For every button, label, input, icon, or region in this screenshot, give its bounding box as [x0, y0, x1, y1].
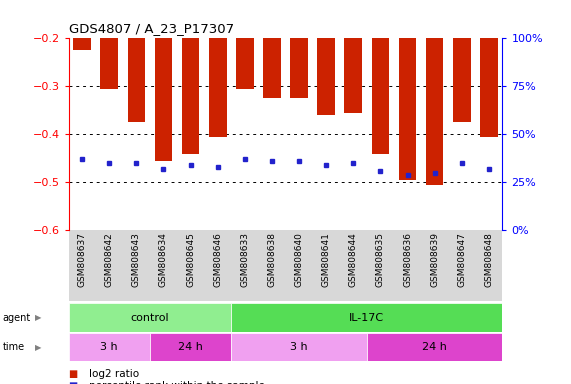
Bar — [290, 38, 308, 98]
Text: GDS4807 / A_23_P17307: GDS4807 / A_23_P17307 — [69, 22, 234, 35]
Bar — [372, 38, 389, 154]
Bar — [127, 38, 145, 122]
Bar — [69, 333, 150, 361]
Bar — [367, 333, 502, 361]
Bar — [426, 38, 444, 185]
Bar — [182, 38, 199, 154]
Bar — [236, 38, 254, 89]
Bar — [399, 38, 416, 180]
Bar — [150, 333, 231, 361]
Text: ▶: ▶ — [35, 313, 42, 322]
Bar — [209, 38, 227, 137]
Bar — [73, 38, 91, 50]
Text: 3 h: 3 h — [100, 342, 118, 352]
Bar — [231, 303, 502, 332]
Text: percentile rank within the sample: percentile rank within the sample — [89, 381, 264, 384]
Text: 3 h: 3 h — [290, 342, 308, 352]
Text: time: time — [3, 342, 25, 352]
Text: log2 ratio: log2 ratio — [89, 369, 139, 379]
Bar — [155, 38, 172, 161]
Bar — [231, 333, 367, 361]
Text: control: control — [131, 313, 169, 323]
Bar — [317, 38, 335, 115]
Text: 24 h: 24 h — [422, 342, 447, 352]
Bar — [263, 38, 281, 98]
Bar — [100, 38, 118, 89]
Bar — [69, 303, 231, 332]
Text: ■: ■ — [69, 381, 78, 384]
Bar — [344, 38, 362, 113]
Bar — [480, 38, 498, 137]
Text: 24 h: 24 h — [178, 342, 203, 352]
Text: agent: agent — [3, 313, 31, 323]
Bar — [453, 38, 471, 122]
Text: ■: ■ — [69, 369, 78, 379]
Text: ▶: ▶ — [35, 343, 42, 352]
Text: IL-17C: IL-17C — [349, 313, 384, 323]
